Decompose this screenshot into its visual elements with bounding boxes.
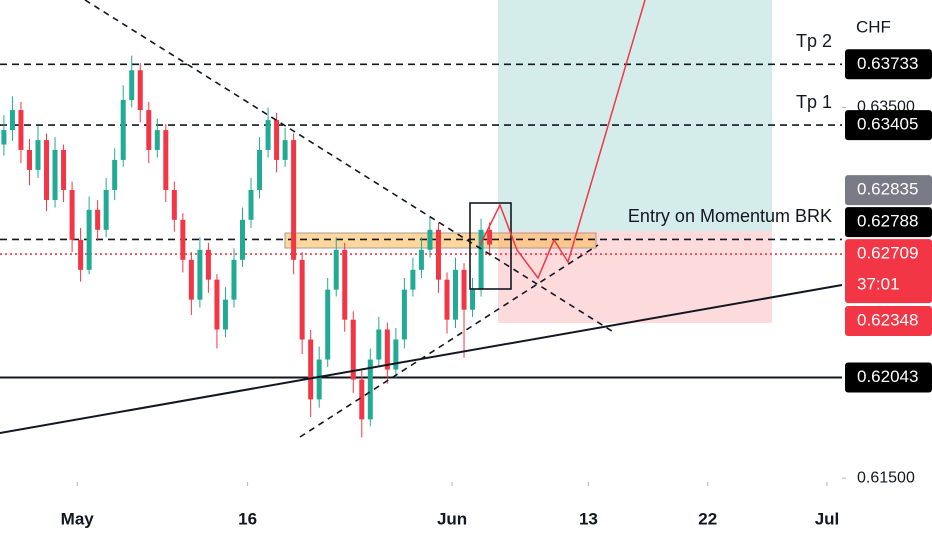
candle-body [265,120,271,150]
candle-body [435,229,441,280]
candle-body [78,239,84,270]
candle-body [18,110,24,150]
candle-body [299,259,305,340]
candle-body [342,249,348,320]
candle-body [359,379,365,420]
candle-body [401,289,407,340]
currency: CHF [856,17,891,36]
x-tick-label: 22 [698,509,717,528]
candle-body [239,219,245,260]
candle-body [248,189,254,220]
candle-body [9,110,15,131]
candle-body [350,319,356,380]
time-axis [0,482,842,550]
candle-body [478,229,484,290]
candle-body [316,359,322,400]
candle-body [453,269,459,320]
candle-body [274,120,280,160]
x-tick-label: Jun [437,509,467,528]
candle-body [171,189,177,220]
candle-body [188,259,194,300]
trendline [84,0,616,334]
price-label-box [845,207,932,238]
level-name: Entry on Momentum BRK [628,206,832,226]
price-label-box [845,110,932,141]
candles [1,55,493,438]
candle-body [214,279,220,330]
candle-body [384,329,390,370]
x-tick-label: 16 [238,509,257,528]
candle-body [154,130,160,150]
candle-body [333,249,339,290]
candle-body [257,149,263,190]
price-label: 0.62348 [857,310,918,329]
price-label: 0.63405 [857,115,918,134]
price-label: 0.62043 [857,367,918,386]
price-label: 0.62835 [857,180,918,199]
trendline [299,244,599,438]
candle-body [325,289,331,360]
candle-body [470,289,476,310]
countdown: 37:01 [857,275,900,294]
price-label-box [845,175,932,206]
candle-body [35,140,41,170]
candle-body [103,189,109,230]
candle-body [44,140,50,200]
candle-body [367,359,373,420]
candle-body [52,149,58,200]
trendline [0,284,843,434]
y-tick-label: 0.61500 [857,469,915,486]
candle-body [26,149,32,170]
price-labels: 0.63733 0.63405 0.62835 0.62788 0.62709 37:01… [845,49,932,393]
candle-body [61,149,67,190]
price-label-box [845,362,932,393]
price-label: 0.62709 [857,244,918,263]
candle-body [163,130,169,190]
x-tick-label: May [61,509,95,528]
candle-body [95,209,101,230]
candle-body [222,299,228,330]
candle-body [205,249,211,280]
candle-body [231,259,237,300]
highlight-box [469,202,512,290]
x-tick-label: 13 [579,509,598,528]
candle-body [129,70,135,101]
candle-body [180,219,186,260]
candle-body [461,269,467,310]
price-label-box [845,49,932,80]
candle-body [376,329,382,360]
candle-body [1,130,7,145]
level-name: Tp 1 [796,92,832,112]
candle-body [146,110,152,150]
price-label: 0.63733 [857,54,918,73]
candle-body [282,140,288,160]
price-label-box [845,305,932,336]
candle-body [427,229,433,250]
candle-body [86,209,92,270]
candle-body [291,140,297,260]
level-name: Tp 2 [796,31,832,51]
x-tick-label: Jul [815,509,840,528]
price-label-box [845,239,932,304]
candle-body [69,189,75,240]
target-zone [498,0,772,231]
candle-body [487,229,493,245]
candle-body [410,269,416,290]
candle-body [444,279,450,320]
candle-body [137,70,143,111]
price-label: 0.62788 [857,212,918,231]
candle-body [308,339,314,400]
candle-body [418,249,424,270]
projection-path [479,0,646,280]
candle-body [112,159,118,190]
candle-body [393,339,399,370]
candle-body [197,249,203,300]
candle-body [120,100,126,160]
